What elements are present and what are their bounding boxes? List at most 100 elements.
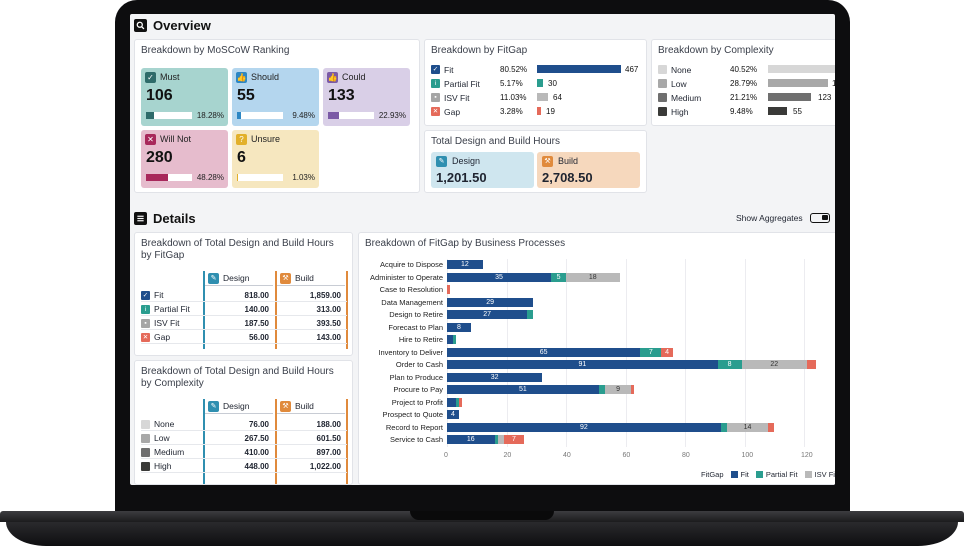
x-tick-label: 60 xyxy=(622,451,631,459)
will-not-label: Will Not xyxy=(160,134,191,144)
bar-segment-gap[interactable] xyxy=(447,285,450,294)
bar-segment-partial-fit[interactable] xyxy=(720,422,727,432)
complexity-row-low[interactable]: Low xyxy=(658,78,687,89)
table-row[interactable]: Medium 410.00 897.00 xyxy=(141,445,347,459)
should-value: 55 xyxy=(237,87,255,104)
build-column-rule xyxy=(275,271,277,349)
category-label: Service to Cash xyxy=(390,435,443,444)
must-tile[interactable]: ✓ Must 106 18.28% xyxy=(141,68,228,126)
bar-segment-gap[interactable] xyxy=(631,385,635,394)
build-value: 1,022.00 xyxy=(309,462,341,471)
bar-segment-fit[interactable]: 92 xyxy=(447,422,721,432)
table-row[interactable]: Low 267.50 601.50 xyxy=(141,431,347,445)
bar-segment-fit[interactable]: 91 xyxy=(447,360,718,369)
complexity-count: 55 xyxy=(793,107,802,116)
bar-segment-gap[interactable] xyxy=(768,422,775,432)
fitgap-row-fit[interactable]: ✓ Fit xyxy=(431,64,453,75)
fitgap-count: 19 xyxy=(546,107,555,116)
bar-segment-fit[interactable]: 27 xyxy=(447,310,528,319)
fitgap-pct: 11.03% xyxy=(500,93,527,102)
category-label: Project to Profit xyxy=(391,397,443,407)
toggle-knob xyxy=(822,215,828,220)
bar-segment-partial-fit[interactable] xyxy=(598,385,605,394)
table-row[interactable]: ✕ Gap 56.00 143.00 xyxy=(141,330,347,344)
complexity-title: Breakdown by Complexity xyxy=(658,45,774,56)
table-row[interactable]: None 76.00 188.00 xyxy=(141,417,347,431)
unsure-tile[interactable]: ? Unsure 6 1.03% xyxy=(232,130,319,188)
fitgap-bar-partial xyxy=(537,79,543,87)
bar-segment-isv-fit[interactable]: 18 xyxy=(566,272,620,282)
x-tick-label: 100 xyxy=(741,451,754,459)
bar-segment-partial-fit[interactable] xyxy=(494,435,498,444)
bar-segment-fit[interactable]: 16 xyxy=(447,435,495,444)
build-column-header: ⚒ Build xyxy=(277,399,345,414)
bar-segment-partial-fit[interactable] xyxy=(455,397,459,407)
bar-segment-partial-fit[interactable] xyxy=(452,335,456,344)
bar-segment-partial-fit[interactable]: 5 xyxy=(551,272,566,282)
x-tick-label: 0 xyxy=(444,451,448,459)
category-label: Procure to Pay xyxy=(393,385,443,394)
must-bar xyxy=(146,112,192,119)
square-icon xyxy=(141,447,150,457)
legend-fit[interactable]: Fit xyxy=(740,470,749,479)
bar-segment-gap[interactable]: 7 xyxy=(503,435,525,444)
row-label: None xyxy=(154,419,175,429)
bar-segment-isv-fit[interactable]: 22 xyxy=(741,360,807,369)
table-row[interactable]: ▪ ISV Fit 187.50 393.50 xyxy=(141,316,347,330)
could-tile[interactable]: 👍 Could 133 22.93% xyxy=(323,68,410,126)
bar-segment-isv-fit[interactable]: 14 xyxy=(726,422,769,432)
hours-card: Total Design and Build Hours ✎ Design 1,… xyxy=(424,130,647,193)
category-label: Forecast to Plan xyxy=(388,322,443,332)
complexity-row-none[interactable]: None xyxy=(658,64,691,75)
x-tick-label: 80 xyxy=(682,451,690,459)
bar-segment-fit[interactable] xyxy=(447,335,453,344)
complexity-pct: 9.48% xyxy=(730,107,753,116)
bar-segment-gap[interactable]: 4 xyxy=(661,347,674,357)
complexity-count: 1 xyxy=(832,79,835,88)
complexity-row-medium[interactable]: Medium xyxy=(658,92,701,103)
bar-segment-isv-fit[interactable]: 9 xyxy=(604,385,632,394)
fitgap-title: Breakdown by FitGap xyxy=(431,45,528,56)
bar-segment-fit[interactable]: 29 xyxy=(447,297,534,307)
show-aggregates-toggle[interactable] xyxy=(810,213,830,223)
gridline xyxy=(685,259,686,447)
should-tile[interactable]: 👍 Should 55 9.48% xyxy=(232,68,319,126)
bar-segment-partial-fit[interactable]: 7 xyxy=(640,347,662,357)
bar-segment-gap[interactable] xyxy=(806,360,816,369)
bar-segment-fit[interactable]: 35 xyxy=(447,272,552,282)
thumbs-up-icon: 👍 xyxy=(236,72,247,83)
bar-segment-partial-fit[interactable]: 8 xyxy=(717,360,742,369)
details-title: Details xyxy=(153,211,196,226)
fitgap-row-partial[interactable]: i Partial Fit xyxy=(431,78,480,89)
thumbs-up-icon: 👍 xyxy=(327,72,338,83)
show-aggregates-label: Show Aggregates xyxy=(736,213,803,223)
table-row[interactable]: ✓ Fit 818.00 1,859.00 xyxy=(141,288,347,302)
bar-segment-fit[interactable]: 65 xyxy=(447,347,641,357)
bar-segment-fit[interactable]: 8 xyxy=(447,322,471,332)
process-chart-card: Breakdown of FitGap by Business Processe… xyxy=(358,232,835,485)
bar-segment-fit[interactable]: 12 xyxy=(447,260,483,269)
design-column-label: Design xyxy=(223,273,250,283)
design-hours-tile[interactable]: ✎ Design 1,201.50 xyxy=(431,152,534,188)
build-hours-tile[interactable]: ⚒ Build 2,708.50 xyxy=(537,152,640,188)
bar-segment-gap[interactable] xyxy=(458,397,462,407)
bar-segment-fit[interactable]: 32 xyxy=(447,372,543,382)
fitgap-row-gap[interactable]: ✕ Gap xyxy=(431,106,460,117)
bar-segment-fit[interactable] xyxy=(447,397,456,407)
bar-segment-fit[interactable]: 51 xyxy=(447,385,599,394)
table-row[interactable]: i Partial Fit 140.00 313.00 xyxy=(141,302,347,316)
will-not-bar-fill xyxy=(146,174,168,181)
legend-isv-fit[interactable]: ISV Fit xyxy=(814,470,835,479)
row-label: ISV Fit xyxy=(154,318,180,328)
bar-segment-fit[interactable]: 4 xyxy=(447,410,459,419)
will-not-tile[interactable]: ✕ Will Not 280 48.28% xyxy=(141,130,228,188)
complexity-row-high[interactable]: High xyxy=(658,106,688,117)
bar-segment-partial-fit[interactable] xyxy=(527,310,534,319)
legend-partial-fit[interactable]: Partial Fit xyxy=(765,470,798,479)
table-row[interactable]: High 448.00 1,022.00 xyxy=(141,459,347,473)
category-label: Prospect to Quote xyxy=(382,410,443,419)
fitgap-row-isv[interactable]: ▪ ISV Fit xyxy=(431,92,470,103)
laptop-base xyxy=(0,511,964,548)
unsure-label: Unsure xyxy=(251,134,281,144)
bar-segment-isv-fit[interactable] xyxy=(497,435,504,444)
